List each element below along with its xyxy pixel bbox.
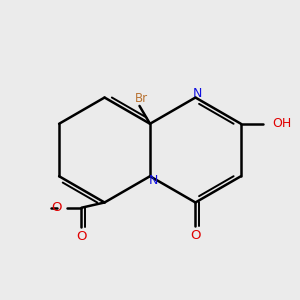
Text: N: N — [193, 87, 202, 100]
Text: O: O — [76, 230, 87, 243]
Text: O: O — [190, 229, 201, 242]
Text: Br: Br — [135, 92, 148, 105]
Text: OH: OH — [272, 117, 292, 130]
Text: N: N — [148, 174, 158, 187]
Text: O: O — [51, 201, 62, 214]
